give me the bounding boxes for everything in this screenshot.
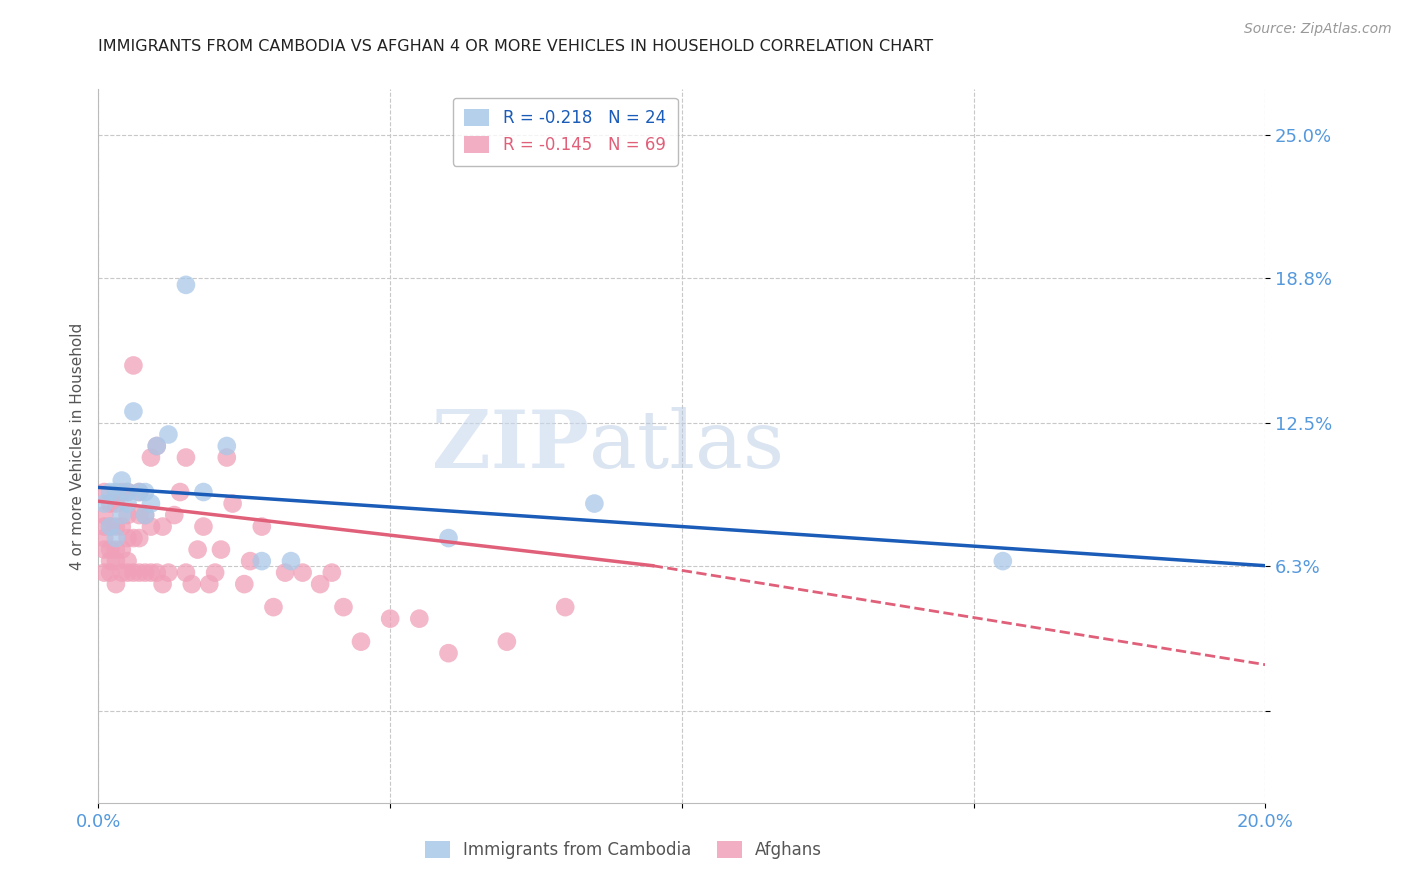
- Point: [250, 554, 273, 568]
- Point: [104, 497, 127, 511]
- Point: [104, 531, 127, 545]
- Point: [128, 566, 150, 580]
- Point: [332, 600, 354, 615]
- Point: [239, 554, 262, 568]
- Point: [163, 508, 186, 522]
- Point: [93, 497, 115, 511]
- Point: [104, 577, 127, 591]
- Point: [291, 566, 314, 580]
- Point: [174, 277, 197, 292]
- Point: [215, 439, 238, 453]
- Point: [93, 542, 115, 557]
- Point: [98, 485, 121, 500]
- Point: [193, 519, 215, 533]
- Point: [146, 439, 169, 453]
- Point: [169, 485, 191, 500]
- Point: [174, 450, 197, 465]
- Point: [152, 577, 174, 591]
- Point: [233, 577, 256, 591]
- Point: [122, 359, 145, 373]
- Point: [139, 497, 162, 511]
- Point: [93, 519, 115, 533]
- Point: [321, 566, 343, 580]
- Point: [128, 485, 150, 500]
- Point: [128, 485, 150, 500]
- Point: [198, 577, 221, 591]
- Point: [309, 577, 332, 591]
- Point: [250, 519, 273, 533]
- Point: [104, 519, 127, 533]
- Point: [350, 634, 373, 648]
- Point: [146, 439, 169, 453]
- Point: [134, 485, 156, 500]
- Point: [98, 542, 121, 557]
- Point: [98, 566, 121, 580]
- Point: [437, 646, 460, 660]
- Point: [262, 600, 284, 615]
- Point: [93, 566, 115, 580]
- Point: [111, 519, 134, 533]
- Point: [180, 577, 202, 591]
- Y-axis label: 4 or more Vehicles in Household: 4 or more Vehicles in Household: [69, 322, 84, 570]
- Point: [139, 566, 162, 580]
- Point: [93, 485, 115, 500]
- Point: [93, 508, 115, 522]
- Point: [157, 566, 180, 580]
- Point: [209, 542, 232, 557]
- Point: [204, 566, 226, 580]
- Point: [554, 600, 576, 615]
- Point: [117, 485, 139, 500]
- Point: [117, 554, 139, 568]
- Point: [122, 566, 145, 580]
- Point: [174, 566, 197, 580]
- Point: [274, 566, 297, 580]
- Legend: Immigrants from Cambodia, Afghans: Immigrants from Cambodia, Afghans: [419, 834, 828, 866]
- Point: [111, 542, 134, 557]
- Point: [215, 450, 238, 465]
- Point: [98, 519, 121, 533]
- Point: [122, 531, 145, 545]
- Point: [134, 566, 156, 580]
- Point: [280, 554, 302, 568]
- Point: [991, 554, 1014, 568]
- Point: [122, 404, 145, 418]
- Text: IMMIGRANTS FROM CAMBODIA VS AFGHAN 4 OR MORE VEHICLES IN HOUSEHOLD CORRELATION C: IMMIGRANTS FROM CAMBODIA VS AFGHAN 4 OR …: [98, 38, 934, 54]
- Point: [221, 497, 243, 511]
- Point: [437, 531, 460, 545]
- Point: [146, 566, 169, 580]
- Point: [111, 566, 134, 580]
- Text: ZIP: ZIP: [432, 407, 589, 485]
- Point: [408, 612, 430, 626]
- Point: [98, 554, 121, 568]
- Point: [378, 612, 402, 626]
- Point: [193, 485, 215, 500]
- Point: [139, 450, 162, 465]
- Point: [104, 554, 127, 568]
- Point: [117, 508, 139, 522]
- Point: [98, 497, 121, 511]
- Point: [139, 519, 162, 533]
- Point: [117, 485, 139, 500]
- Point: [117, 566, 139, 580]
- Point: [93, 531, 115, 545]
- Point: [117, 531, 139, 545]
- Point: [111, 474, 134, 488]
- Text: Source: ZipAtlas.com: Source: ZipAtlas.com: [1244, 22, 1392, 37]
- Point: [128, 508, 150, 522]
- Point: [104, 485, 127, 500]
- Point: [187, 542, 209, 557]
- Point: [134, 508, 156, 522]
- Point: [104, 542, 127, 557]
- Point: [117, 497, 139, 511]
- Text: atlas: atlas: [589, 407, 783, 485]
- Point: [152, 519, 174, 533]
- Point: [128, 531, 150, 545]
- Point: [495, 634, 517, 648]
- Point: [583, 497, 606, 511]
- Point: [111, 508, 134, 522]
- Point: [157, 427, 180, 442]
- Point: [111, 485, 134, 500]
- Point: [98, 519, 121, 533]
- Point: [134, 508, 156, 522]
